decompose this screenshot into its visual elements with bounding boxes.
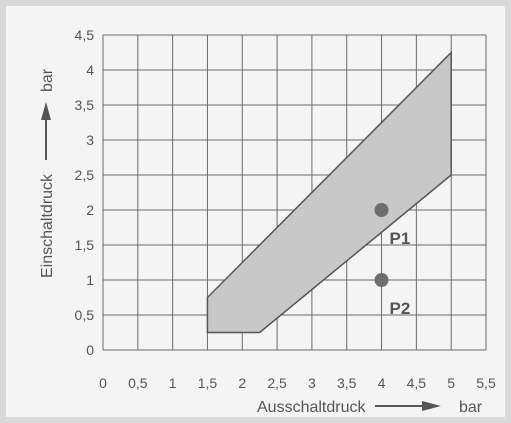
y-tick-label: 1,5 bbox=[75, 237, 95, 253]
y-tick-label: 4,5 bbox=[75, 27, 95, 43]
y-tick-label: 4 bbox=[86, 62, 94, 78]
x-tick-label: 3 bbox=[308, 375, 316, 391]
x-axis-arrow bbox=[375, 401, 441, 411]
y-tick-label: 0 bbox=[86, 342, 94, 358]
y-tick-label: 3,5 bbox=[75, 97, 95, 113]
x-tick-label: 1 bbox=[169, 375, 177, 391]
y-axis-label: Einschaltdruck bbox=[39, 173, 56, 278]
point-label-p1: P1 bbox=[390, 229, 411, 248]
x-tick-label: 0 bbox=[99, 375, 107, 391]
y-tick-label: 3 bbox=[86, 132, 94, 148]
x-tick-labels: 0 0,5 1 1,5 2 2,5 3 3,5 4 4,5 5 5,5 bbox=[99, 375, 496, 391]
data-points: P1 P2 bbox=[374, 203, 411, 318]
x-tick-label: 4,5 bbox=[407, 375, 427, 391]
point-label-p2: P2 bbox=[390, 299, 411, 318]
operating-range-region bbox=[206, 50, 452, 334]
x-tick-label: 2,5 bbox=[267, 375, 287, 391]
x-axis-unit: bar bbox=[459, 399, 483, 416]
x-tick-label: 5,5 bbox=[476, 375, 496, 391]
x-tick-label: 0,5 bbox=[128, 375, 148, 391]
chart-frame bbox=[6, 6, 505, 417]
y-tick-label: 1 bbox=[86, 272, 94, 288]
y-tick-label: 2,5 bbox=[75, 167, 95, 183]
x-axis-label: Ausschaltdruck bbox=[257, 399, 366, 416]
x-tick-label: 2 bbox=[238, 375, 246, 391]
data-point-p2 bbox=[374, 273, 389, 287]
data-point-p1 bbox=[374, 203, 389, 217]
x-tick-label: 4 bbox=[378, 375, 386, 391]
y-axis-arrow bbox=[41, 102, 51, 160]
x-tick-label: 1,5 bbox=[198, 375, 218, 391]
y-axis-unit: bar bbox=[39, 68, 56, 92]
y-tick-label: 0,5 bbox=[75, 307, 95, 323]
y-tick-label: 2 bbox=[86, 202, 94, 218]
x-tick-label: 5 bbox=[447, 375, 455, 391]
x-tick-label: 3,5 bbox=[337, 375, 357, 391]
y-tick-labels: 0 0,5 1 1,5 2 2,5 3 3,5 4 4,5 bbox=[75, 27, 95, 358]
